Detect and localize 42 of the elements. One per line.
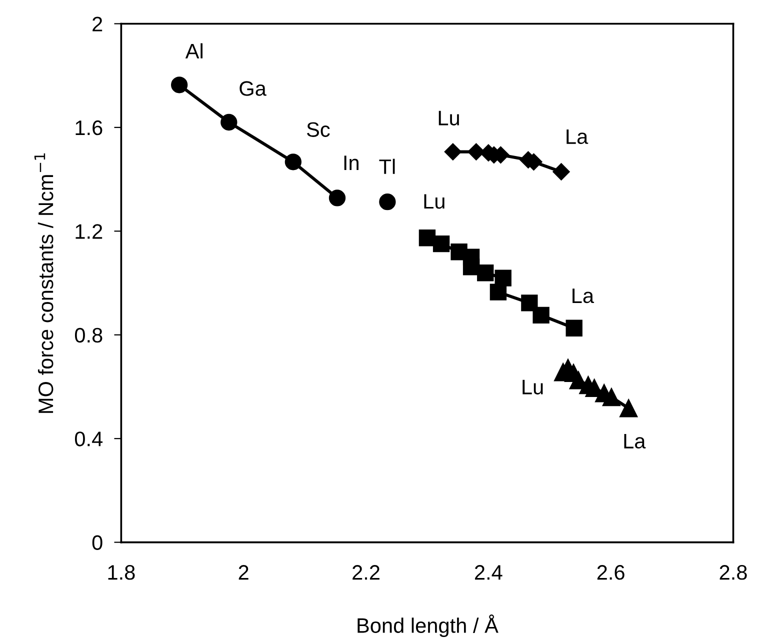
- point: [220, 114, 238, 131]
- annotation: La: [624, 434, 646, 449]
- y-tick-label: 2: [92, 16, 102, 32]
- annotation: Lu: [438, 110, 459, 126]
- x-tick-label: 1.8: [108, 565, 135, 580]
- x-axis-title: Bond length / Å: [358, 614, 498, 638]
- annotation: La: [566, 129, 588, 144]
- annotation: In: [344, 156, 358, 170]
- x-tick-label: 2.6: [597, 565, 624, 580]
- point: [490, 284, 507, 300]
- point: [468, 143, 485, 160]
- point: [602, 388, 620, 406]
- y-tick-label: 0.8: [74, 328, 102, 343]
- x-tick-label: 2.8: [720, 565, 747, 580]
- point: [566, 320, 582, 336]
- annotation: Sc: [306, 122, 330, 137]
- annotation: Lu: [424, 194, 444, 209]
- point: [171, 76, 188, 94]
- annotation: Tl: [379, 158, 395, 174]
- point: [477, 264, 494, 282]
- x-tick-label: 2: [238, 565, 248, 580]
- x-tick-label: 2.4: [474, 565, 502, 580]
- y-tick-label: 0: [92, 535, 102, 550]
- point: [532, 306, 550, 324]
- y-tick-label: 0.4: [74, 432, 103, 446]
- x-tick-label: 2.2: [352, 565, 380, 580]
- point: [620, 399, 638, 418]
- point: [328, 190, 346, 206]
- annotation: Al: [185, 43, 202, 58]
- y-tick-label: 1.2: [76, 224, 102, 239]
- annotation: Ga: [240, 81, 266, 96]
- point: [432, 236, 450, 252]
- point: [462, 258, 480, 276]
- point: [521, 294, 538, 312]
- point: [552, 163, 570, 180]
- point: [444, 143, 462, 160]
- annotation: Lu: [522, 380, 543, 394]
- y-axis-title: MO force constants / Ncm$^{−1}$: [34, 153, 54, 413]
- annotation: La: [572, 288, 594, 304]
- y-tick-label: 1.6: [76, 120, 102, 136]
- point: [379, 194, 396, 210]
- point: [284, 154, 302, 170]
